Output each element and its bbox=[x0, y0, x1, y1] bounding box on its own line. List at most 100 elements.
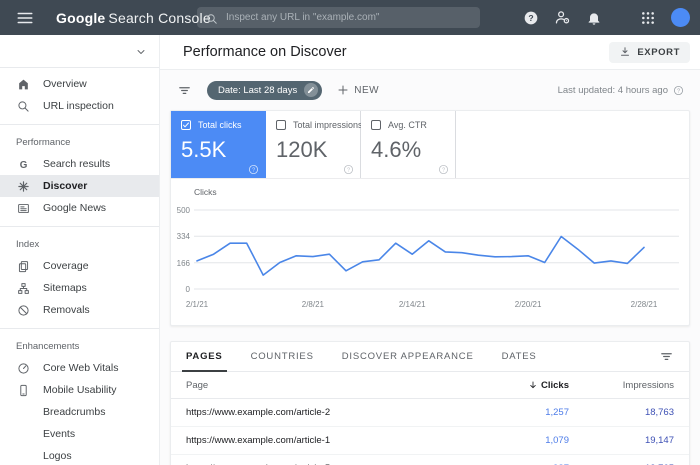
row-impressions-value: 13,765 bbox=[569, 463, 674, 465]
metric-label: Total clicks bbox=[198, 120, 242, 130]
sidebar-item-overview[interactable]: Overview bbox=[0, 73, 159, 95]
sort-arrow-down-icon bbox=[528, 380, 538, 390]
sidebar-item-label: URL inspection bbox=[43, 100, 114, 112]
svg-text:2/28/21: 2/28/21 bbox=[631, 300, 658, 309]
home-icon bbox=[17, 78, 30, 91]
sidebar-item-label: Removals bbox=[43, 304, 90, 316]
svg-text:2/14/21: 2/14/21 bbox=[399, 300, 426, 309]
dimensions-table-card: PAGES COUNTRIES DISCOVER APPEARANCE DATES P… bbox=[170, 341, 690, 465]
metric-tile-total-clicks[interactable]: Total clicks 5.5K? bbox=[171, 111, 266, 178]
tab-dates[interactable]: DATES bbox=[501, 350, 537, 362]
metric-label: Total impressions bbox=[293, 120, 363, 130]
export-button[interactable]: EXPORT bbox=[609, 41, 690, 63]
svg-text:?: ? bbox=[677, 88, 680, 94]
tab-discover-appearance[interactable]: DISCOVER APPEARANCE bbox=[341, 350, 474, 362]
edit-pencil-icon bbox=[304, 83, 319, 97]
sidebar-item-events[interactable]: Events bbox=[0, 423, 159, 445]
help-outline-icon: ? bbox=[343, 162, 354, 175]
sidebar-item-google-news[interactable]: Google News bbox=[0, 197, 159, 219]
metric-label: Avg. CTR bbox=[388, 120, 427, 130]
metric-tiles: Total clicks 5.5K? Total impressions 120K? A… bbox=[171, 111, 689, 179]
avatar[interactable] bbox=[671, 8, 690, 27]
sidebar-item-removals[interactable]: Removals bbox=[0, 299, 159, 321]
sidebar-item-label: Breadcrumbs bbox=[43, 406, 106, 418]
search-icon bbox=[206, 12, 218, 24]
core-web-vitals-icon bbox=[17, 362, 30, 375]
metric-value: 4.6% bbox=[371, 137, 422, 162]
svg-text:166: 166 bbox=[177, 259, 191, 268]
date-filter-chip[interactable]: Date: Last 28 days bbox=[207, 80, 323, 100]
url-inspect-input[interactable] bbox=[226, 12, 471, 23]
row-clicks-value: 987 bbox=[474, 463, 569, 465]
checkbox-unchecked-icon[interactable] bbox=[276, 120, 286, 130]
google-news-icon bbox=[17, 202, 30, 215]
table-row[interactable]: https://www.example.com/article-2 1,257 18… bbox=[171, 399, 689, 427]
column-header-clicks[interactable]: Clicks bbox=[474, 380, 569, 391]
filter-bar: Date: Last 28 days NEW Last updated: 4 h… bbox=[160, 70, 700, 110]
tab-countries[interactable]: COUNTRIES bbox=[250, 350, 314, 362]
logos-icon bbox=[17, 450, 30, 463]
help-icon[interactable]: ? bbox=[523, 10, 539, 26]
sidebar-item-coverage[interactable]: Coverage bbox=[0, 255, 159, 277]
sidebar-item-core-web-vitals[interactable]: Core Web Vitals bbox=[0, 357, 159, 379]
checkbox-checked-icon[interactable] bbox=[181, 120, 191, 130]
app-logo: Google Search Console bbox=[56, 10, 211, 26]
svg-text:?: ? bbox=[528, 13, 533, 23]
url-inspect-searchbox[interactable] bbox=[197, 7, 480, 28]
apps-grid-icon[interactable] bbox=[640, 10, 656, 26]
download-icon bbox=[619, 46, 631, 58]
checkbox-unchecked-icon[interactable] bbox=[371, 120, 381, 130]
plus-icon bbox=[337, 84, 349, 96]
new-filter-label: NEW bbox=[354, 84, 380, 96]
svg-text:Clicks: Clicks bbox=[194, 187, 217, 197]
sidebar-item-mobile-usability[interactable]: Mobile Usability bbox=[0, 379, 159, 401]
table-header-row: Page Clicks Impressions bbox=[171, 372, 689, 399]
page-title: Performance on Discover bbox=[183, 44, 347, 60]
table-row[interactable]: https://www.example.com/article-1 1,079 19… bbox=[171, 427, 689, 455]
metric-tile-total-impressions[interactable]: Total impressions 120K? bbox=[266, 111, 363, 178]
svg-text:?: ? bbox=[252, 168, 255, 174]
performance-chart-card: Total clicks 5.5K? Total impressions 120K? A… bbox=[170, 110, 690, 326]
metric-tile-avg-ctr[interactable]: Avg. CTR 4.6%? bbox=[361, 111, 456, 178]
sidebar-item-search-results[interactable]: G Search results bbox=[0, 153, 159, 175]
tab-pages[interactable]: PAGES bbox=[182, 342, 227, 372]
sidebar-section: Index Coverage Sitemaps Removals bbox=[0, 226, 159, 328]
row-clicks-value: 1,079 bbox=[545, 435, 569, 446]
help-outline-icon: ? bbox=[438, 162, 449, 175]
help-outline-icon: ? bbox=[673, 85, 684, 96]
chevron-down-icon bbox=[135, 45, 147, 57]
row-impressions-value: 19,147 bbox=[644, 435, 674, 446]
sidebar-item-logos[interactable]: Logos bbox=[0, 445, 159, 465]
account-settings-icon[interactable] bbox=[554, 9, 571, 26]
mobile-usability-icon bbox=[17, 384, 30, 397]
table-tabs: PAGES COUNTRIES DISCOVER APPEARANCE DATES bbox=[171, 342, 689, 372]
sidebar-item-sitemaps[interactable]: Sitemaps bbox=[0, 277, 159, 299]
filter-list-icon[interactable] bbox=[177, 83, 192, 98]
sidebar-item-label: Search results bbox=[43, 158, 111, 170]
table-row[interactable]: https://www.example.com/article-598713,7… bbox=[171, 455, 689, 465]
breadcrumbs-icon bbox=[17, 406, 30, 419]
notifications-bell-icon[interactable] bbox=[586, 10, 602, 26]
sidebar-item-url-inspection[interactable]: URL inspection bbox=[0, 95, 159, 117]
sidebar-item-breadcrumbs[interactable]: Breadcrumbs bbox=[0, 401, 159, 423]
row-impressions-value: 18,763 bbox=[644, 407, 674, 418]
sidebar-item-label: Coverage bbox=[43, 260, 89, 272]
coverage-icon bbox=[17, 260, 30, 273]
last-updated-text: Last updated: 4 hours ago bbox=[557, 84, 668, 96]
table-filter-icon[interactable] bbox=[659, 349, 674, 364]
new-filter-button[interactable]: NEW bbox=[337, 84, 379, 96]
property-selector[interactable] bbox=[0, 35, 159, 68]
hamburger-menu-icon[interactable] bbox=[16, 9, 34, 27]
row-page-link[interactable]: https://www.example.com/article-1 bbox=[186, 435, 331, 446]
column-header-page[interactable]: Page bbox=[186, 379, 209, 391]
export-label: EXPORT bbox=[637, 46, 680, 58]
search-results-icon: G bbox=[17, 158, 30, 171]
help-outline-icon: ? bbox=[248, 162, 259, 175]
sidebar-item-discover[interactable]: Discover bbox=[0, 175, 159, 197]
metric-value: 5.5K bbox=[181, 137, 227, 162]
column-header-impressions[interactable]: Impressions bbox=[622, 379, 674, 391]
sidebar-section-label: Index bbox=[16, 239, 40, 250]
row-page-link[interactable]: https://www.example.com/article-2 bbox=[186, 407, 331, 418]
svg-text:500: 500 bbox=[177, 206, 191, 215]
